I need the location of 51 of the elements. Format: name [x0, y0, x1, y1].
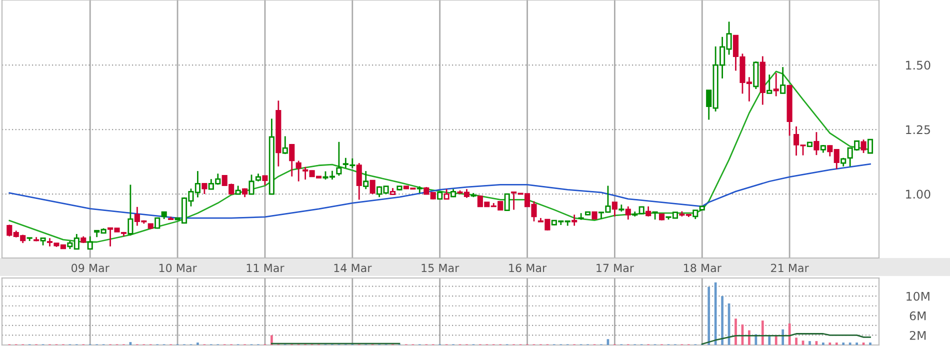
- x-tick-label: 11 Mar: [246, 264, 284, 272]
- bar: [708, 286, 710, 345]
- candlestick: [154, 217, 160, 230]
- candlestick: [625, 206, 631, 220]
- x-tick-label: 09 Mar: [72, 264, 110, 272]
- candlestick: [202, 182, 208, 195]
- bar: [734, 318, 737, 345]
- x-tick-label: 14 Mar: [334, 264, 372, 272]
- bar: [808, 341, 811, 345]
- y-tick-label: 1.50: [906, 60, 930, 70]
- candlestick: [612, 201, 618, 218]
- candlestick: [646, 206, 652, 218]
- candlestick: [336, 141, 342, 176]
- candlestick: [262, 175, 268, 186]
- candlestick: [87, 236, 93, 250]
- candlestick: [356, 162, 362, 200]
- x-tick-label: 15 Mar: [422, 264, 460, 272]
- candlestick: [282, 136, 288, 155]
- candlestick: [572, 214, 578, 226]
- candlestick: [289, 143, 295, 178]
- candlestick: [504, 193, 510, 211]
- candlestick: [867, 138, 874, 154]
- y-tick-label: 10M: [906, 292, 930, 301]
- bar: [270, 335, 273, 345]
- candlestick: [766, 74, 772, 94]
- line-series: [8, 163, 871, 219]
- y-tick-label: 1.25: [906, 125, 930, 134]
- x-tick-label: 16 Mar: [509, 264, 547, 272]
- candlestick: [773, 72, 779, 97]
- candlestick: [860, 138, 866, 154]
- y-tick-label: 2M: [910, 330, 926, 340]
- x-tick-label: 17 Mar: [596, 264, 634, 272]
- candlestick: [814, 131, 820, 156]
- bar: [782, 329, 784, 345]
- candlestick: [363, 170, 369, 190]
- bar: [795, 338, 798, 345]
- candlestick: [753, 60, 759, 90]
- candlestick: [128, 184, 134, 236]
- candlestick: [370, 180, 376, 195]
- x-tick-label: 10 Mar: [159, 264, 197, 272]
- y-tick-label: 6M: [910, 311, 926, 320]
- candlestick: [780, 66, 786, 94]
- y-tick-label: 1.00: [906, 190, 930, 199]
- x-tick-label: 18 Mar: [684, 264, 722, 272]
- bar: [721, 296, 724, 345]
- bar: [761, 320, 764, 345]
- candlestick: [296, 160, 302, 182]
- x-tick-label: 21 Mar: [771, 264, 809, 272]
- line-series: [701, 333, 871, 345]
- bar: [768, 336, 771, 345]
- bar: [748, 330, 750, 345]
